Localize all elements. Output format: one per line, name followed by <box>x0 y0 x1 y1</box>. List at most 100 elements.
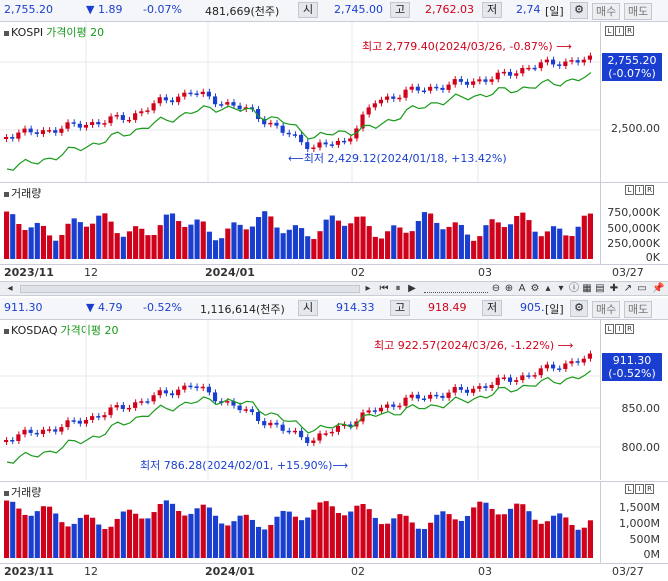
volume-bar <box>403 515 409 558</box>
moving-average-line <box>6 370 592 464</box>
volume-bar <box>126 509 133 558</box>
volume-bar <box>28 227 34 259</box>
candle-body <box>305 142 310 149</box>
volume-bar <box>299 520 305 558</box>
scrollbar-track[interactable] <box>20 285 360 293</box>
candle-body <box>59 427 64 432</box>
scroll-left-icon[interactable]: ◂ <box>7 283 13 294</box>
candle-body <box>71 122 76 124</box>
kosdaq-price-box: 911.30 (-0.52%) <box>602 353 662 381</box>
scroll-right-icon[interactable]: ▸ <box>365 283 371 294</box>
volume-bar <box>464 234 471 259</box>
zoom-out-icon[interactable]: ⊖ <box>491 283 501 294</box>
candle-body <box>550 364 556 369</box>
candle-body <box>4 440 9 442</box>
move-down-icon[interactable]: ▾ <box>558 283 564 294</box>
buy-button[interactable]: 매수 <box>592 301 621 318</box>
volume-bar <box>16 508 22 558</box>
kosdaq-quote-header: 911.30 ▼ 4.79 -0.52% 1,116,614(천주) 시 914… <box>0 298 668 320</box>
volume-bar <box>133 513 139 558</box>
volume-bar <box>157 503 163 558</box>
candle-body <box>428 394 433 399</box>
zoom-in-icon[interactable]: ⊕ <box>504 283 514 294</box>
kosdaq-volume-axis: L I R 1,500M 1,000M 500M 0M <box>600 482 668 563</box>
volume-bar <box>403 232 409 259</box>
i-mark-icon: I <box>615 26 624 36</box>
kosdaq-low-annotation-text: 최저 786.28(2024/02/01, +15.90%) <box>140 459 333 472</box>
kospi-price-pane[interactable]: KOSPI 가격이평 20 <box>0 22 600 182</box>
trend-icon[interactable]: ↗ <box>623 283 633 294</box>
kosdaq-price-pane[interactable]: KOSDAQ 가격이평 20 <box>0 320 600 480</box>
volume-bar <box>268 216 274 259</box>
volume-bar <box>385 231 391 259</box>
window-icon[interactable]: ▭ <box>637 283 647 294</box>
candle-body <box>176 96 181 103</box>
candle-body <box>206 91 211 97</box>
zoom-slider[interactable] <box>424 284 488 293</box>
candle-body <box>65 420 70 428</box>
move-up-icon[interactable]: ▴ <box>545 283 551 294</box>
volume-bar <box>378 524 385 558</box>
candle-body <box>10 137 15 139</box>
gear-icon[interactable]: ⚙ <box>570 300 588 317</box>
volume-bar <box>372 236 378 259</box>
candle-body <box>47 130 52 132</box>
sell-button[interactable]: 매도 <box>624 301 653 318</box>
candle-body <box>145 110 150 112</box>
volume-bar <box>126 231 133 259</box>
volume-bar <box>53 513 59 558</box>
buy-button[interactable]: 매수 <box>592 3 621 20</box>
info-icon[interactable]: ⓘ <box>569 283 579 294</box>
candle-body <box>169 393 175 396</box>
volume-bar <box>71 523 77 558</box>
play-icon[interactable]: ▶ <box>408 283 416 294</box>
volume-bar <box>182 226 188 259</box>
candle-body <box>495 72 500 80</box>
candle-body <box>286 430 291 433</box>
volume-bar <box>145 235 151 259</box>
volume-bar <box>421 212 428 259</box>
kosdaq-volume-bars <box>4 500 593 558</box>
kospi-candlestick-chart <box>0 22 600 182</box>
volume-bar <box>544 231 550 259</box>
volume-bar <box>526 511 532 558</box>
candle-body <box>415 86 420 91</box>
volume-bar <box>16 223 22 259</box>
volume-bar <box>421 528 428 558</box>
volume-bar <box>169 213 176 259</box>
volume-bar <box>409 231 415 259</box>
sell-button[interactable]: 매도 <box>624 3 653 20</box>
add-icon[interactable]: ✚ <box>609 283 619 294</box>
period-label[interactable]: [일] <box>545 303 564 316</box>
volume-bar <box>581 527 587 558</box>
gear-icon[interactable]: ⚙ <box>570 2 588 19</box>
volume-bar <box>65 526 71 558</box>
first-icon[interactable]: ⏮ <box>379 283 389 294</box>
volume-bar <box>83 226 90 259</box>
volume-bar <box>120 511 126 558</box>
chart-icon[interactable]: ▤ <box>595 283 605 294</box>
candle-body <box>446 84 451 90</box>
candle-body <box>520 67 525 74</box>
volume-bar <box>477 236 483 259</box>
candle-body <box>563 363 568 369</box>
candle-body <box>397 97 402 100</box>
period-label[interactable]: [일] <box>545 5 564 18</box>
auto-icon[interactable]: A <box>518 283 526 294</box>
candle-body <box>53 429 58 432</box>
candle-body <box>102 123 107 125</box>
pause-icon[interactable]: ⏸ <box>395 283 401 294</box>
settings-icon[interactable]: ⚙ <box>530 283 540 294</box>
candle-body <box>526 375 531 377</box>
candle-body <box>133 113 138 120</box>
volume-bar <box>262 529 268 558</box>
grid-icon[interactable]: ▦ <box>582 283 592 294</box>
pin-icon[interactable]: 📌 <box>652 283 665 294</box>
candle-body <box>40 429 46 434</box>
kospi-high: 2,762.03 <box>425 3 474 16</box>
l-mark-icon: L <box>605 26 614 36</box>
candle-body <box>151 395 156 402</box>
kosdaq-vol-tick: 0M <box>643 548 661 561</box>
l-mark-icon: L <box>605 324 614 334</box>
open-label: 시 <box>298 300 319 316</box>
